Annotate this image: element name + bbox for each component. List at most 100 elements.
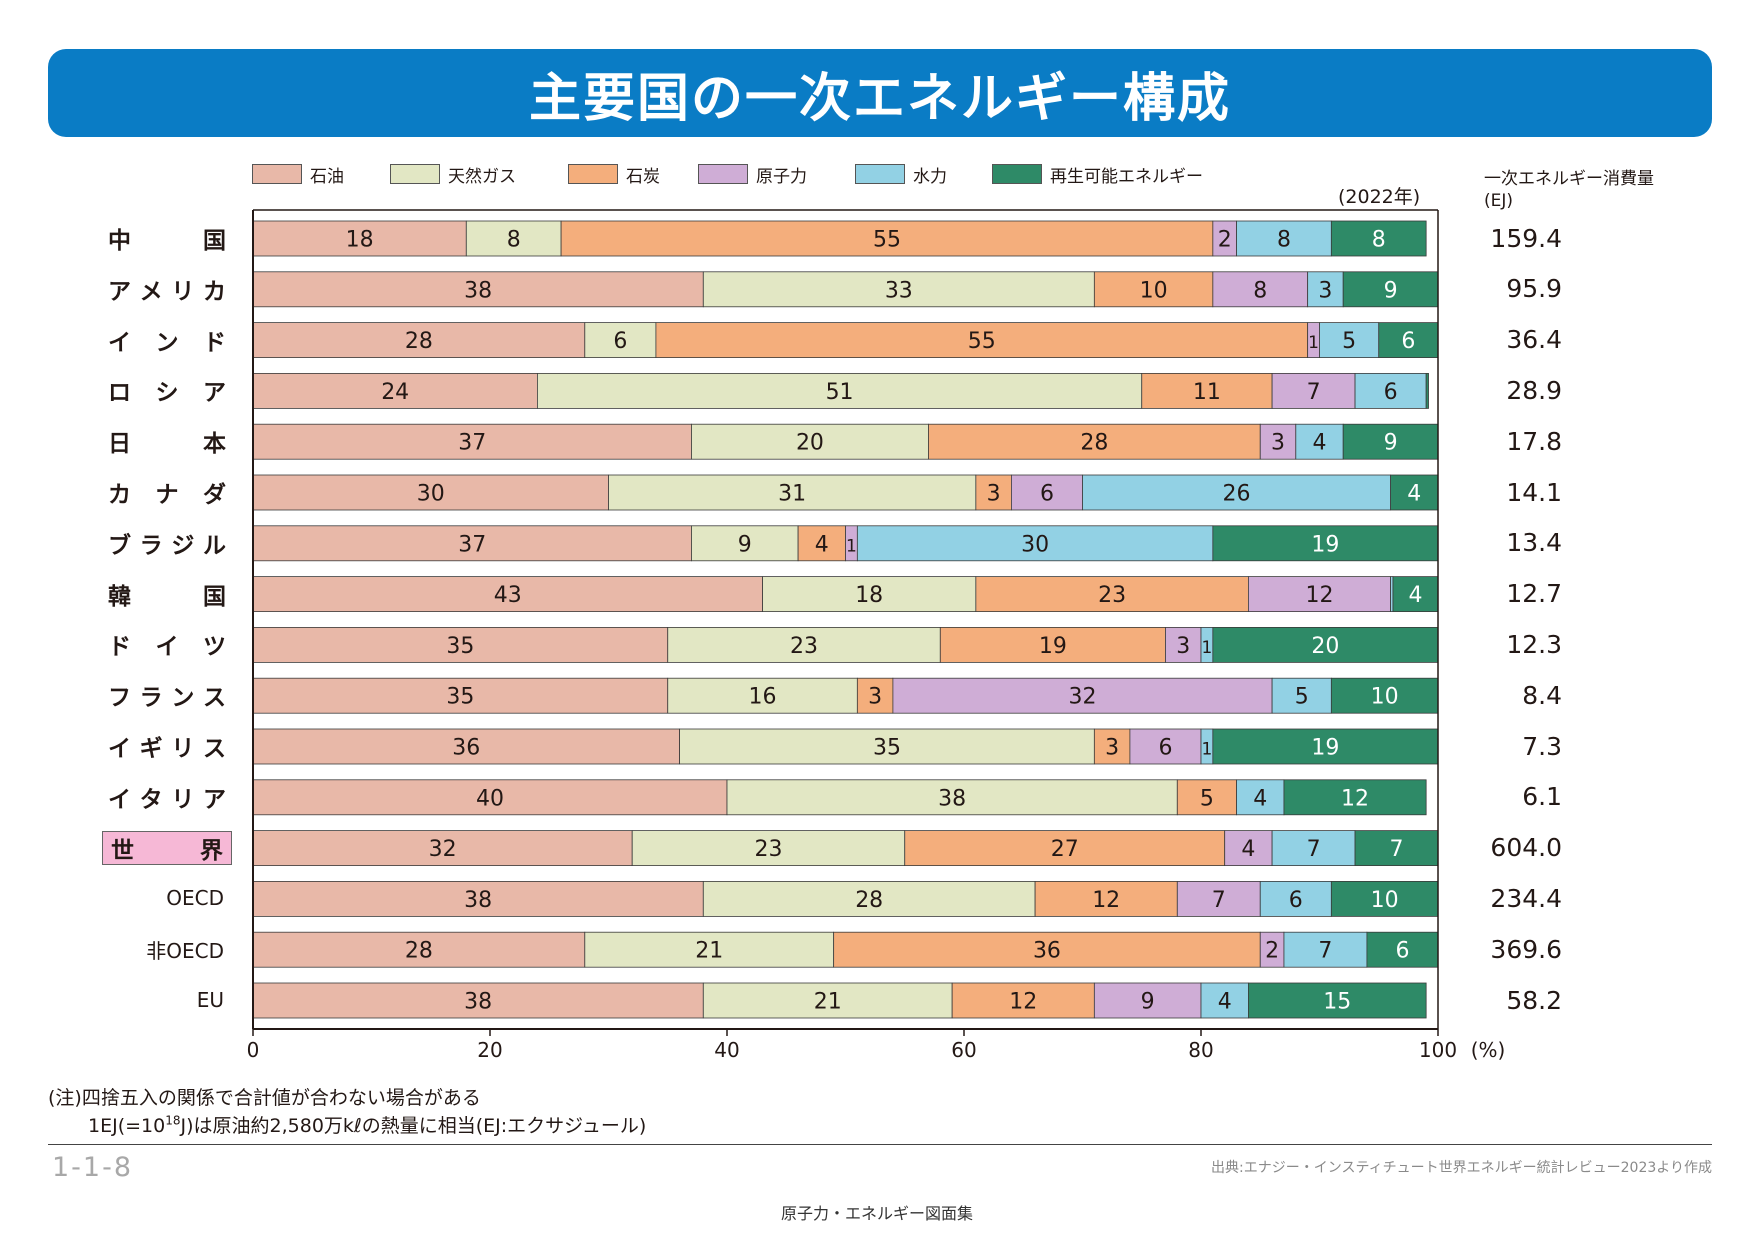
legend-swatch-gas [390, 164, 440, 184]
bar-segment-coal [975, 576, 1249, 612]
year-note: (2022年) [1338, 186, 1421, 208]
category-label-world: 世界 [102, 830, 232, 865]
category-label-char: ア [203, 380, 226, 407]
title-bar: 主要国の一次エネルギー構成 [48, 49, 1712, 137]
bar-value-label: 24 [381, 380, 409, 405]
consumption-value: 12.7 [1506, 579, 1562, 609]
bar-value-label: 37 [458, 532, 486, 557]
category-label-char: メ [139, 278, 163, 305]
category-label-char: 日 [108, 431, 131, 458]
legend-swatch-coal [568, 164, 618, 184]
legend-item-nuclear: 原子力 [698, 163, 807, 187]
x-tick-label: 40 [714, 1038, 740, 1062]
category-label: ロシア [108, 373, 226, 407]
legend-swatch-hydro [855, 164, 905, 184]
consumption-header: 一次エネルギー消費量 (EJ) [1484, 168, 1654, 212]
legend-item-coal: 石炭 [568, 163, 660, 187]
bar-value-label: 20 [1311, 634, 1339, 659]
category-label-char: ラ [139, 532, 163, 559]
category-label-char: イ [108, 786, 131, 813]
bar-value-label: 19 [1311, 736, 1339, 761]
category-label-char: ジ [171, 532, 195, 559]
bar-segment-renewable [1212, 627, 1439, 663]
bar-segment-oil [252, 220, 467, 257]
bar-segment-coal [1093, 271, 1214, 308]
bar-segment-hydro [1295, 423, 1344, 460]
consumption-value: 13.4 [1506, 528, 1562, 558]
consumption-value: 6.1 [1522, 782, 1562, 812]
category-label-char: カ [108, 482, 131, 508]
bar-value-label: 21 [814, 990, 842, 1015]
bar-segment-nuclear [1259, 423, 1297, 460]
category-label: カナダ [108, 475, 226, 509]
bar-segment-coal [951, 982, 1095, 1019]
x-tick-label: 20 [477, 1038, 503, 1062]
bar-value-label: 8 [1253, 278, 1267, 303]
category-label: ドイツ [108, 627, 226, 661]
bar-value-label: 4 [815, 532, 829, 557]
legend-label-oil: 石油 [310, 166, 344, 187]
bar-segment-gas [679, 728, 1095, 765]
bar-value-label: 51 [826, 380, 854, 405]
bar-value-label: 12 [1341, 786, 1369, 811]
category-label-char: ス [202, 736, 226, 762]
consumption-header-unit: (EJ) [1484, 191, 1514, 211]
bar-segment-hydro [1200, 982, 1249, 1019]
bar-value-label: 11 [1193, 380, 1221, 405]
legend-item-gas: 天然ガス [390, 163, 516, 187]
bar-value-label: 4 [1218, 990, 1232, 1015]
publication-title: 原子力・エネルギー図面集 [780, 1204, 973, 1223]
legend-item-renewable: 再生可能エネルギー [992, 163, 1203, 187]
bar-value-label: 19 [1039, 634, 1067, 659]
bar-value-label: 35 [446, 634, 474, 659]
bar-value-label: 9 [1384, 278, 1398, 303]
bar-value-label: 20 [796, 431, 824, 456]
bar-value-label: 32 [429, 837, 457, 862]
category-label-char: 中 [108, 228, 131, 254]
category-label-char: 本 [203, 431, 226, 458]
category-label-char: シ [155, 380, 179, 407]
consumption-value: 36.4 [1506, 325, 1562, 355]
category-label-char: リ [171, 736, 195, 762]
bar-value-label: 33 [885, 278, 913, 303]
bar-value-label: 3 [1318, 278, 1332, 303]
consumption-value: 7.3 [1522, 731, 1562, 761]
bar-value-label: 1 [846, 536, 857, 556]
note-ej-exponent: 18 [165, 1113, 181, 1128]
bar-value-label: 6 [1040, 482, 1054, 507]
bar-value-label: 12 [1306, 583, 1334, 608]
bar-segment-renewable [1425, 372, 1429, 409]
bar-value-label: 9 [1141, 990, 1155, 1015]
bar-segment-renewable [1390, 474, 1439, 511]
source-note: 出典:エナジー・インスティチュート世界エネルギー統計レビュー2023より作成 [1211, 1160, 1712, 1176]
category-label-char: ナ [155, 482, 179, 508]
legend-label-hydro: 水力 [913, 166, 947, 187]
x-tick-label: 80 [1188, 1038, 1214, 1062]
bar-segment-nuclear [892, 677, 1273, 714]
bar-value-label: 12 [1009, 990, 1037, 1015]
category-label-char: ン [171, 685, 195, 712]
bar-value-label: 6 [613, 329, 627, 354]
legend-label-coal: 石炭 [626, 166, 660, 187]
bar-value-label: 36 [1033, 939, 1061, 964]
consumption-value: 234.4 [1490, 883, 1562, 913]
bar-value-label: 15 [1323, 990, 1351, 1015]
category-label: 韓国 [108, 577, 226, 611]
bar-value-label: 4 [1313, 431, 1327, 456]
figure-number: 1-1-8 [52, 1152, 134, 1183]
bar-segment-renewable [1378, 322, 1439, 359]
bar-segment-oil [252, 372, 538, 409]
bar-segment-coal [904, 830, 1226, 866]
category-label-char: ラ [139, 685, 163, 712]
bar-segment-gas [584, 931, 835, 968]
bar-value-label: 7 [1390, 837, 1404, 862]
bar-value-label: 35 [446, 685, 474, 710]
bar-value-label: 4 [1408, 583, 1422, 608]
bar-value-label: 10 [1371, 888, 1399, 913]
consumption-value: 58.2 [1506, 985, 1562, 1015]
bar-value-label: 8 [1277, 228, 1291, 253]
bar-value-label: 18 [346, 228, 374, 253]
category-label-group: 非OECD [146, 938, 224, 963]
bar-segment-coal [939, 627, 1166, 663]
bar-segment-oil [252, 474, 609, 511]
